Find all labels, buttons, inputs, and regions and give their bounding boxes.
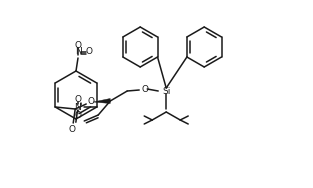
Text: N: N bbox=[74, 48, 81, 57]
Text: O: O bbox=[74, 40, 81, 49]
Text: O: O bbox=[69, 124, 76, 133]
Text: O: O bbox=[85, 48, 93, 57]
Text: O: O bbox=[74, 111, 81, 120]
Text: O: O bbox=[74, 95, 81, 104]
Text: N: N bbox=[74, 102, 81, 111]
Polygon shape bbox=[93, 99, 110, 104]
Text: O: O bbox=[88, 98, 95, 106]
Text: Si: Si bbox=[162, 86, 170, 96]
Text: O: O bbox=[142, 84, 149, 93]
